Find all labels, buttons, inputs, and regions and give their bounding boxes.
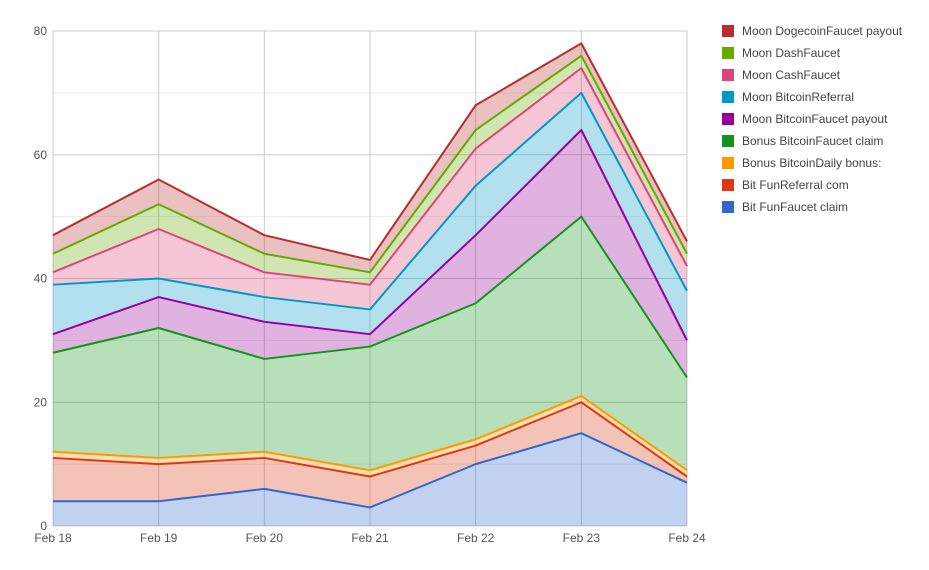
legend-swatch	[722, 113, 734, 125]
x-tick-label: Feb 21	[351, 531, 389, 545]
legend-swatch	[722, 47, 734, 59]
area-moon-dogecoinfaucet-payout[interactable]	[53, 43, 687, 273]
area-bit-funfaucet-claim[interactable]	[53, 433, 687, 526]
legend-label: Moon DashFaucet	[742, 46, 841, 60]
legend-swatch	[722, 69, 734, 81]
legend-swatch	[722, 179, 734, 191]
legend-label: Moon DogecoinFaucet payout	[742, 24, 903, 38]
x-tick-label: Feb 23	[563, 531, 601, 545]
area-bit-funreferral-com[interactable]	[53, 402, 687, 508]
axes: 0 20 40 60 80 Feb 18 Feb 19 Feb 20 Feb 21 Feb 22 F…	[34, 24, 706, 545]
legend-label: Bit FunFaucet claim	[742, 200, 848, 214]
legend-label: Moon CashFaucet	[742, 68, 841, 82]
area-moon-bitcoinreferral[interactable]	[53, 92, 687, 341]
legend-label: Moon BitcoinFaucet payout	[742, 112, 888, 126]
y-tick-label: 40	[34, 272, 48, 286]
area-series	[53, 43, 687, 526]
legend-item[interactable]: Moon DashFaucet	[722, 46, 841, 60]
y-tick-label: 0	[40, 519, 47, 533]
legend-item[interactable]: Bonus BitcoinDaily bonus:	[722, 156, 881, 170]
legend-item[interactable]: Bit FunFaucet claim	[722, 200, 848, 214]
legend-item[interactable]: Bonus BitcoinFaucet claim	[722, 134, 883, 148]
area-moon-cashfaucet[interactable]	[53, 68, 687, 310]
legend-swatch	[722, 91, 734, 103]
series-lines	[52, 42, 688, 509]
legend-swatch	[722, 135, 734, 147]
y-tick-label: 80	[34, 24, 48, 38]
legend-item[interactable]: Moon BitcoinReferral	[722, 90, 854, 104]
x-tick-label: Feb 19	[140, 531, 178, 545]
legend-swatch	[722, 25, 734, 37]
legend-label: Bonus BitcoinFaucet claim	[742, 134, 883, 148]
area-bonus-bitcoinfaucet-claim[interactable]	[53, 216, 687, 471]
x-tick-label: Feb 22	[457, 531, 495, 545]
x-tick-label: Feb 18	[34, 531, 72, 545]
legend[interactable]: Moon DogecoinFaucet payout Moon DashFauce…	[722, 24, 903, 214]
legend-label: Moon BitcoinReferral	[742, 90, 854, 104]
legend-label: Bonus BitcoinDaily bonus:	[742, 156, 881, 170]
legend-item[interactable]: Moon CashFaucet	[722, 68, 841, 82]
legend-item[interactable]: Moon BitcoinFaucet payout	[722, 112, 888, 126]
y-tick-label: 60	[34, 148, 48, 162]
legend-item[interactable]: Bit FunReferral com	[722, 178, 849, 192]
x-tick-label: Feb 24	[668, 531, 706, 545]
legend-label: Bit FunReferral com	[742, 178, 849, 192]
legend-item[interactable]: Moon DogecoinFaucet payout	[722, 24, 903, 38]
legend-swatch	[722, 157, 734, 169]
area-moon-bitcoinfaucet-payout[interactable]	[53, 130, 687, 378]
area-bonus-bitcoindaily-bonus[interactable]	[53, 396, 687, 477]
legend-swatch	[722, 201, 734, 213]
x-tick-label: Feb 20	[246, 531, 284, 545]
y-tick-label: 20	[34, 395, 48, 409]
